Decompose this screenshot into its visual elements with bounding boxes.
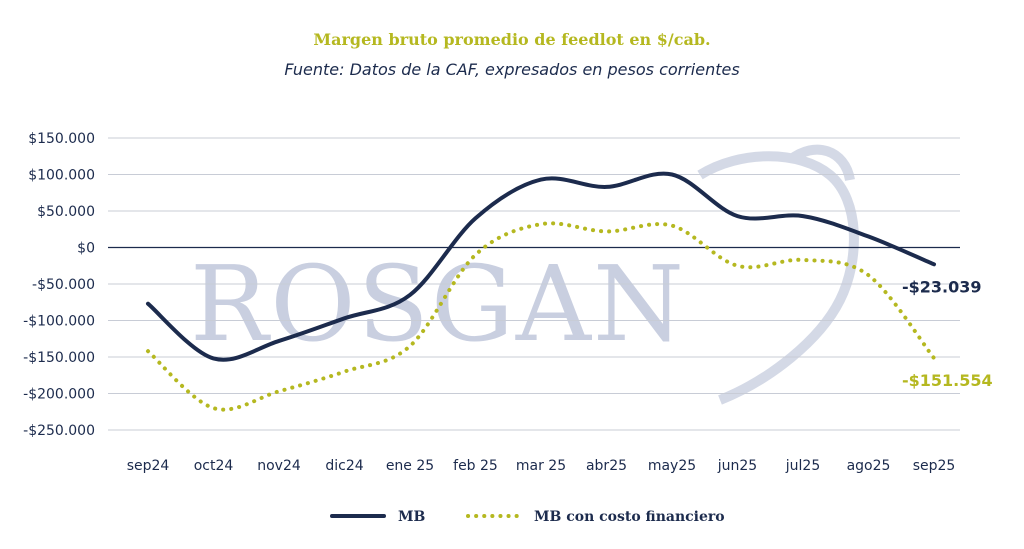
x-tick-label: oct24 xyxy=(194,458,234,474)
x-tick-label: sep25 xyxy=(913,458,956,474)
watermark-bull-icon xyxy=(697,144,859,405)
y-tick-label: $50.000 xyxy=(37,204,95,220)
x-tick-label: ene 25 xyxy=(386,458,434,474)
chart-subtitle: Fuente: Datos de la CAF, expresados en p… xyxy=(284,60,740,79)
y-tick-label: -$100.000 xyxy=(23,314,95,330)
gridlines xyxy=(108,137,960,431)
y-tick-label: $100.000 xyxy=(28,168,95,184)
legend-mb-label: MB xyxy=(398,509,425,525)
x-tick-label: jul25 xyxy=(785,458,820,474)
end-value-label: -$23.039 xyxy=(902,277,982,296)
end-labels: -$23.039 -$151.554 xyxy=(902,277,993,390)
x-tick-label: sep24 xyxy=(127,458,170,474)
x-tick-label: dic24 xyxy=(325,458,363,474)
x-tick-label: mar 25 xyxy=(516,458,566,474)
x-tick-label: nov24 xyxy=(257,458,301,474)
x-tick-label: abr25 xyxy=(586,458,627,474)
x-tick-label: may25 xyxy=(648,458,696,474)
y-tick-label: -$50.000 xyxy=(32,277,95,293)
end-value-label: -$151.554 xyxy=(902,371,993,390)
y-tick-label: $150.000 xyxy=(28,131,95,147)
legend: MB MB con costo financiero xyxy=(330,509,725,525)
x-tick-label: jun25 xyxy=(717,458,757,474)
y-tick-label: $0 xyxy=(77,241,95,257)
y-tick-label: -$200.000 xyxy=(23,387,95,403)
x-tick-label: feb 25 xyxy=(453,458,498,474)
series-group xyxy=(146,171,936,412)
y-tick-label: -$250.000 xyxy=(23,423,95,439)
y-axis: $150.000 $100.000 $50.000 $0 -$50.000 -$100.0… xyxy=(23,131,95,439)
chart-title: Margen bruto promedio de feedlot en $/ca… xyxy=(313,30,711,49)
legend-mbcf-label: MB con costo financiero xyxy=(534,509,725,525)
x-axis: sep24 oct24 nov24 dic24 ene 25 feb 25 mar 25 ab… xyxy=(127,458,956,474)
y-tick-label: -$150.000 xyxy=(23,350,95,366)
x-tick-label: ago25 xyxy=(847,458,891,474)
series-line-mb xyxy=(146,171,936,362)
